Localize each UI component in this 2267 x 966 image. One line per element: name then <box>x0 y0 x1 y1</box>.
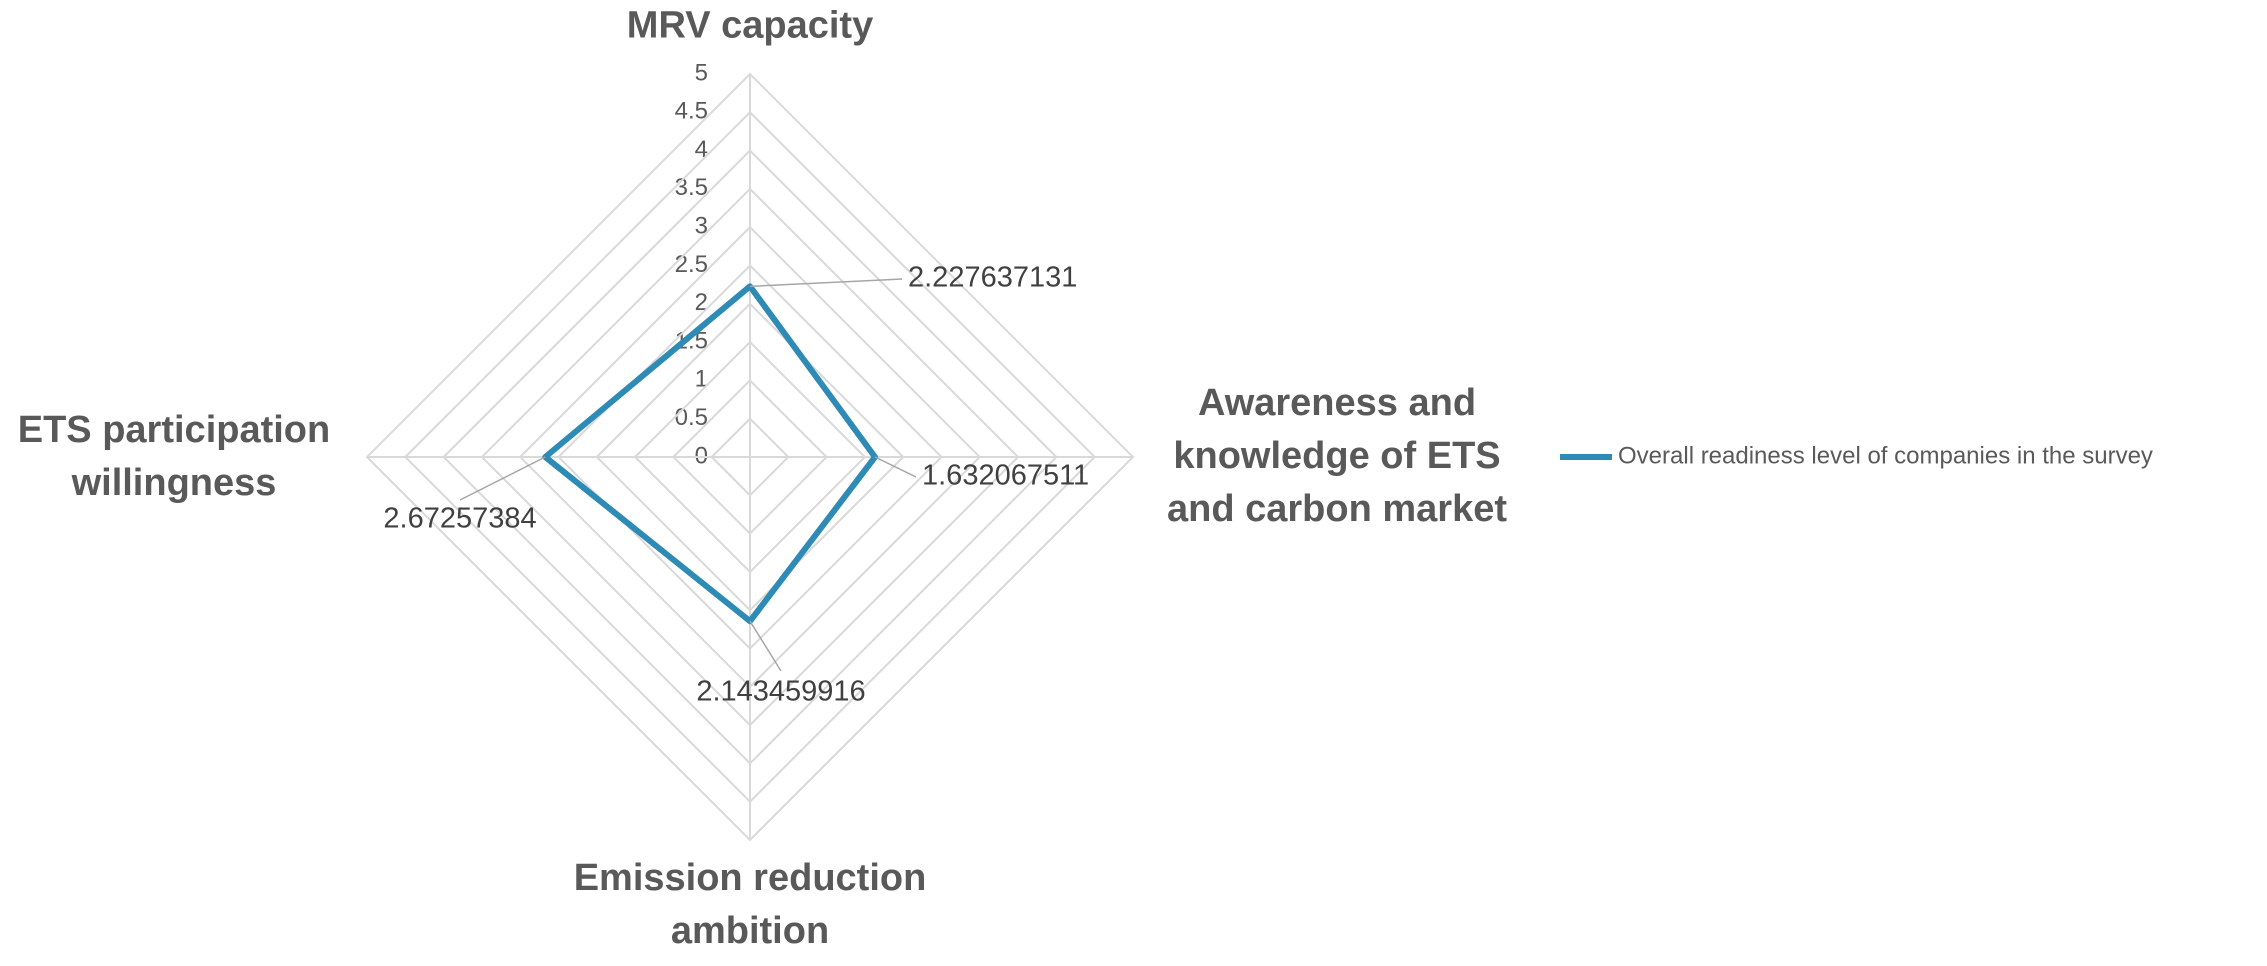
legend-label: Overall readiness level of companies in … <box>1618 442 2153 469</box>
category-label: ETS participation willingness <box>17 408 331 504</box>
leader-line <box>874 456 917 478</box>
r-tick-label: 3 <box>695 213 708 240</box>
leader-line <box>749 620 782 672</box>
category-label: MRV capacity <box>626 4 874 47</box>
r-tick-label: 2 <box>695 289 708 316</box>
category-label: Awareness and knowledge of ETS and carbo… <box>1167 382 1507 531</box>
r-tick-label: 1 <box>695 366 708 393</box>
r-tick-label: 0.5 <box>675 404 708 431</box>
r-tick-label: 0 <box>695 442 708 469</box>
data-label: 2.67257384 <box>383 503 536 535</box>
leader-line <box>459 456 546 501</box>
data-label: 2.143459916 <box>696 676 865 708</box>
leader-line <box>749 278 903 288</box>
data-label: 2.227637131 <box>908 262 1077 294</box>
category-label: Emission reduction ambition <box>573 856 927 952</box>
r-tick-label: 3.5 <box>675 174 708 201</box>
r-tick-label: 2.5 <box>675 251 708 278</box>
r-tick-label: 4 <box>695 136 708 163</box>
r-tick-label: 5 <box>695 59 708 86</box>
data-label: 1.632067511 <box>922 460 1089 492</box>
r-tick-label: 4.5 <box>675 98 708 125</box>
